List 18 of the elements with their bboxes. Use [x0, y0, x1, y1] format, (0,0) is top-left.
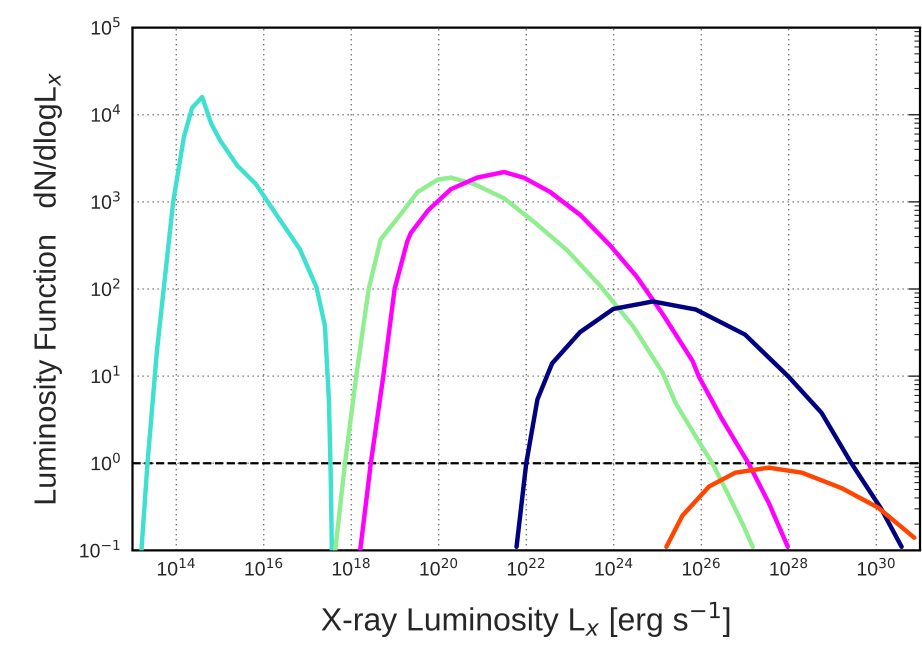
x-tick-label: 10$^{26}$	[682, 558, 720, 576]
x-tick-label: 10$^{30}$	[858, 558, 895, 576]
x-tick-label: 10$^{14}$	[158, 558, 195, 576]
x-tick-label: 10$^{22}$	[508, 558, 544, 576]
y-tick-label: 10$^{0}$	[92, 452, 120, 470]
x-tick-label: 10$^{16}$	[245, 558, 282, 576]
y-tick-label: 10$^{1}$	[92, 366, 120, 384]
x-tick-label: 10$^{18}$	[332, 558, 370, 576]
y-axis-title: Luminosity Function dN/dlogL$_{x}$	[33, 73, 62, 504]
y-tick-label: 10$^{4}$	[92, 104, 120, 122]
y-tick-label: 10$^{−1}$	[80, 540, 120, 558]
x-tick-label: 10$^{28}$	[770, 558, 808, 576]
x-tick-label: 10$^{24}$	[595, 558, 632, 576]
y-tick-label: 10$^{5}$	[92, 17, 120, 35]
y-tick-label: 10$^{3}$	[92, 191, 120, 209]
x-tick-label: 10$^{20}$	[420, 558, 458, 576]
y-tick-label: 10$^{2}$	[92, 278, 120, 296]
x-axis-title: X-ray Luminosity L$_{x}$ [erg s$^{−1}$]	[322, 602, 730, 638]
